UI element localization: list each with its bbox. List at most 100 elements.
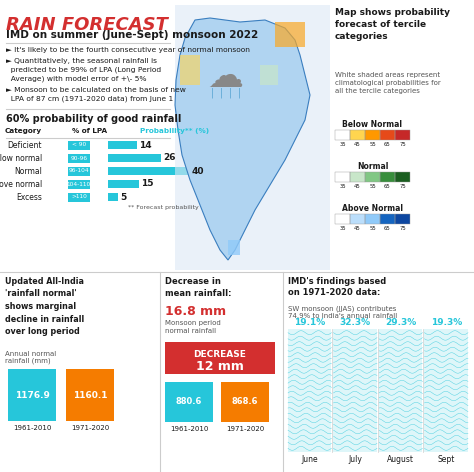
Bar — [108, 167, 190, 175]
Bar — [165, 342, 275, 374]
Text: SW monsoon (JJAS) contributes
74.9% to India's annual rainfall: SW monsoon (JJAS) contributes 74.9% to I… — [288, 305, 397, 319]
Text: Normal: Normal — [14, 167, 42, 176]
Text: Monsoon period
normal rainfall: Monsoon period normal rainfall — [165, 320, 221, 334]
Bar — [350, 214, 365, 224]
Bar — [68, 179, 90, 188]
Text: 1160.1: 1160.1 — [73, 390, 107, 399]
Text: >110: >110 — [71, 194, 87, 200]
Bar — [165, 382, 213, 422]
Text: Above Normal: Above Normal — [342, 204, 403, 213]
Text: Updated All-India
'rainfall normal'
shows marginal
decline in rainfall
over long: Updated All-India 'rainfall normal' show… — [5, 277, 84, 336]
Text: Sept: Sept — [438, 455, 455, 464]
Bar — [260, 65, 278, 85]
Text: 104-110: 104-110 — [67, 182, 91, 186]
Bar — [380, 214, 395, 224]
Text: |: | — [210, 88, 214, 99]
Text: 65: 65 — [384, 226, 391, 231]
Bar — [350, 130, 365, 140]
Polygon shape — [175, 18, 310, 260]
Bar — [68, 153, 90, 162]
Text: 65: 65 — [384, 184, 391, 189]
Text: RAIN FORECAST: RAIN FORECAST — [6, 16, 168, 34]
Text: 12 mm: 12 mm — [196, 360, 244, 373]
Text: 29.3%: 29.3% — [385, 318, 416, 327]
Text: ** Forecast probability: ** Forecast probability — [128, 205, 199, 210]
Text: 45: 45 — [354, 226, 361, 231]
Bar — [365, 214, 380, 224]
Bar — [66, 369, 114, 421]
Text: 35: 35 — [339, 142, 346, 147]
Text: ☁: ☁ — [207, 60, 243, 94]
Bar — [68, 193, 90, 202]
Text: July: July — [348, 455, 362, 464]
Text: DECREASE: DECREASE — [193, 350, 246, 359]
Text: 1961-2010: 1961-2010 — [170, 426, 208, 432]
Bar — [8, 369, 56, 421]
Bar — [335, 130, 350, 140]
Bar — [288, 329, 331, 452]
Text: 35: 35 — [339, 184, 346, 189]
Text: ► It's likely to be the fourth consecutive year of normal monsoon: ► It's likely to be the fourth consecuti… — [6, 47, 250, 53]
Text: |: | — [237, 88, 241, 99]
Text: Probability** (%): Probability** (%) — [140, 128, 209, 134]
Bar — [395, 214, 410, 224]
Bar — [395, 172, 410, 182]
Text: 19.1%: 19.1% — [294, 318, 325, 327]
Text: Below Normal: Below Normal — [343, 120, 402, 129]
Bar — [335, 214, 350, 224]
Text: Deficient: Deficient — [8, 141, 42, 150]
Text: Below normal: Below normal — [0, 154, 42, 163]
Text: 1971-2020: 1971-2020 — [226, 426, 264, 432]
Text: 26: 26 — [164, 153, 176, 162]
Bar — [365, 172, 380, 182]
Bar — [108, 154, 161, 162]
Bar — [365, 172, 380, 182]
Bar — [365, 214, 380, 224]
Text: 60% probability of good rainfall: 60% probability of good rainfall — [6, 114, 182, 124]
Bar — [275, 22, 305, 47]
Text: IMD on summer (June-Sept) monsoon 2022: IMD on summer (June-Sept) monsoon 2022 — [6, 30, 258, 40]
Text: 5: 5 — [120, 193, 127, 202]
Text: 868.6: 868.6 — [232, 397, 258, 406]
Bar — [108, 180, 139, 188]
Text: 32.3%: 32.3% — [340, 318, 371, 327]
Text: Decrease in
mean rainfall:: Decrease in mean rainfall: — [165, 277, 231, 298]
Bar — [380, 214, 395, 224]
Bar — [350, 172, 365, 182]
Text: 55: 55 — [369, 142, 376, 147]
Text: |: | — [228, 88, 232, 99]
Text: 45: 45 — [354, 184, 361, 189]
Bar — [425, 329, 468, 452]
Bar — [350, 130, 365, 140]
Text: IMD's findings based
on 1971-2020 data:: IMD's findings based on 1971-2020 data: — [288, 277, 386, 297]
Text: 75: 75 — [399, 142, 406, 147]
Text: 65: 65 — [384, 142, 391, 147]
Text: 880.6: 880.6 — [176, 397, 202, 406]
Bar — [395, 130, 410, 140]
Text: 1961-2010: 1961-2010 — [13, 425, 51, 431]
Bar — [380, 130, 395, 140]
Text: Above normal: Above normal — [0, 180, 42, 189]
Bar — [380, 130, 395, 140]
Text: ► Monsoon to be calculated on the basis of new
  LPA of 87 cm (1971-2020 data) f: ► Monsoon to be calculated on the basis … — [6, 87, 186, 102]
Bar — [395, 214, 410, 224]
Text: 1971-2020: 1971-2020 — [71, 425, 109, 431]
Text: 16.8 mm: 16.8 mm — [165, 305, 226, 318]
Bar — [335, 214, 350, 224]
Text: % of LPA: % of LPA — [73, 128, 108, 134]
Bar — [68, 167, 90, 176]
Text: 90-96: 90-96 — [71, 155, 88, 160]
Text: ► Quantitatively, the seasonal rainfall is
  predicted to be 99% of LPA (Long Pe: ► Quantitatively, the seasonal rainfall … — [6, 58, 161, 82]
Bar — [395, 130, 410, 140]
Text: 55: 55 — [369, 184, 376, 189]
Bar — [395, 172, 410, 182]
Bar — [379, 329, 422, 452]
Bar — [221, 382, 269, 422]
Bar — [228, 240, 240, 255]
Text: Excess: Excess — [16, 193, 42, 202]
Bar — [334, 329, 377, 452]
Bar — [365, 130, 380, 140]
Text: 75: 75 — [399, 226, 406, 231]
Bar — [380, 172, 395, 182]
Text: < 90: < 90 — [72, 143, 86, 147]
